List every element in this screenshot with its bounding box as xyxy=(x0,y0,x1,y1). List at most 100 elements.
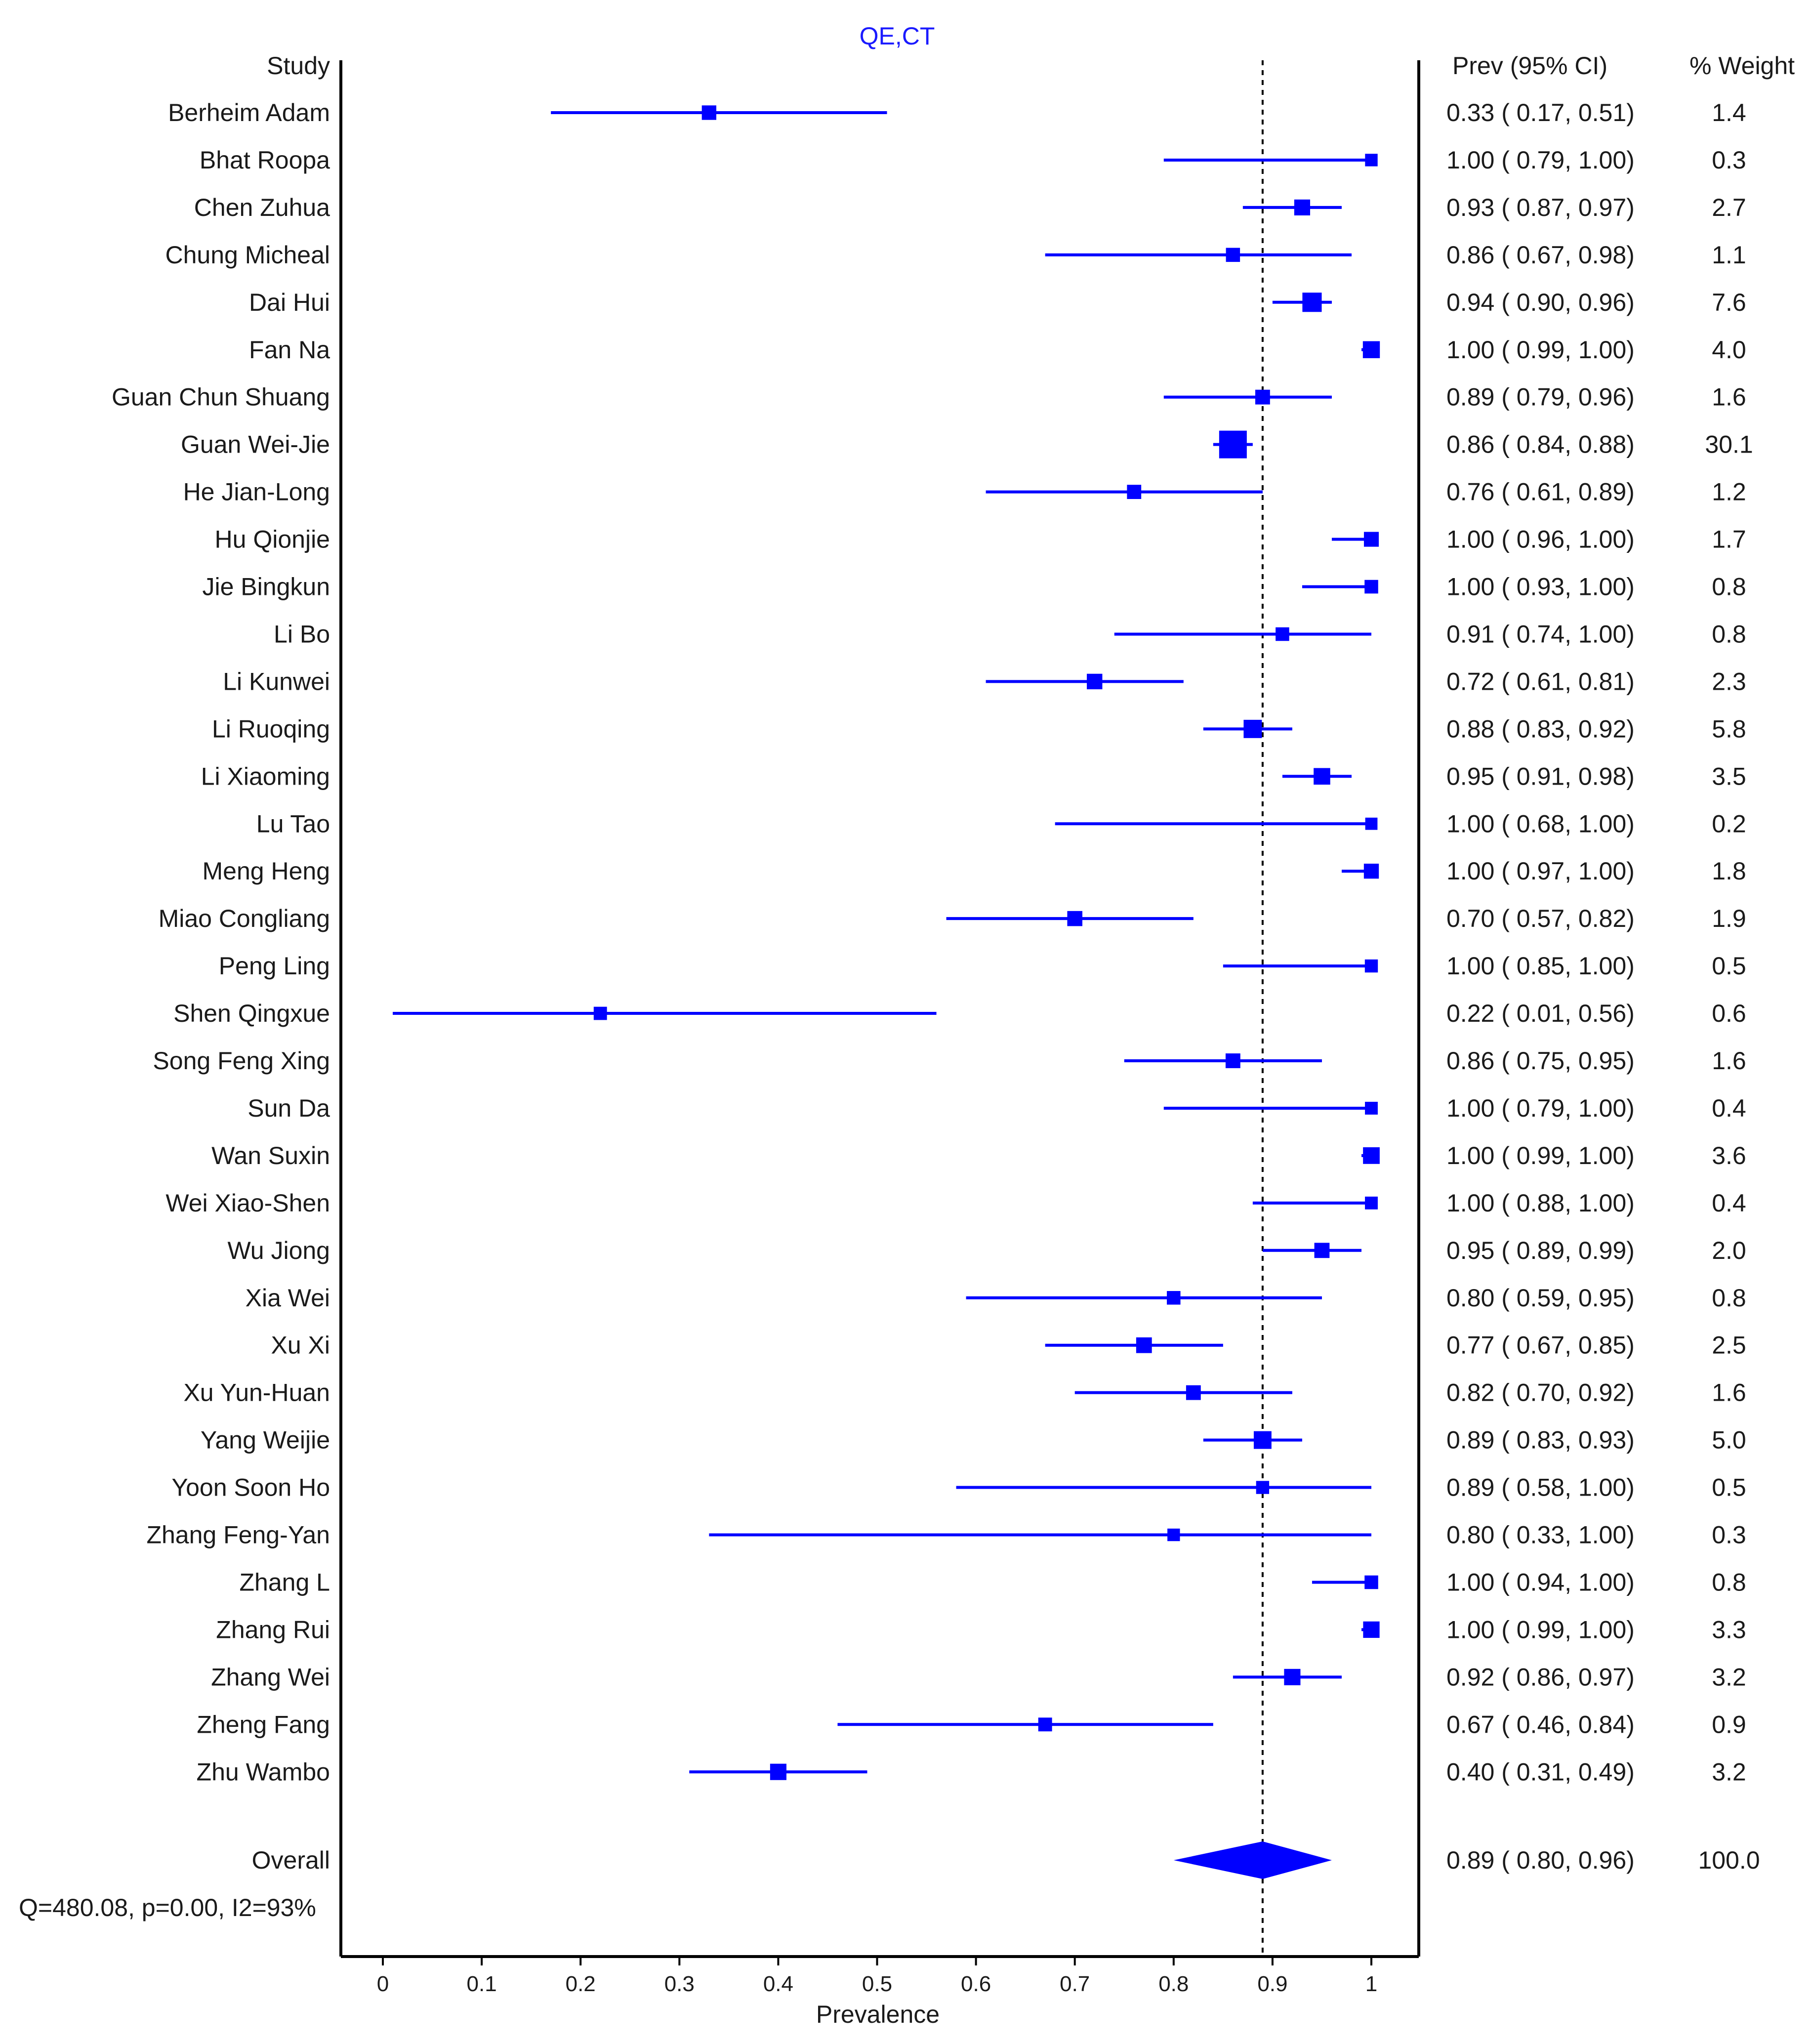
estimate-column-header: Prev (95% CI) xyxy=(1452,52,1607,80)
study-name: Zhang Wei xyxy=(211,1663,330,1691)
study-weight: 5.8 xyxy=(1712,715,1746,743)
study-weight: 1.8 xyxy=(1712,857,1746,885)
point-estimate xyxy=(1363,1621,1380,1638)
overall-weight: 100.0 xyxy=(1698,1846,1760,1874)
study-name: Zhang L xyxy=(240,1568,330,1596)
study-estimate-ci: 0.86 ( 0.67, 0.98) xyxy=(1446,241,1635,269)
study-estimate-ci: 0.82 ( 0.70, 0.92) xyxy=(1446,1379,1635,1407)
study-weight: 1.4 xyxy=(1712,99,1746,126)
overall-label: Overall xyxy=(252,1846,330,1874)
x-tick-label: 1 xyxy=(1365,1972,1377,1996)
point-estimate xyxy=(1255,389,1270,405)
point-estimate xyxy=(1363,1147,1380,1164)
point-estimate xyxy=(1167,1528,1180,1542)
study-row: Li Ruoqing 0.88 ( 0.83, 0.92) 5.8 xyxy=(212,715,1746,743)
study-weight: 0.4 xyxy=(1712,1094,1746,1122)
study-estimate-ci: 0.76 ( 0.61, 0.89) xyxy=(1446,478,1635,506)
point-estimate xyxy=(1087,673,1103,690)
study-weight: 1.6 xyxy=(1712,383,1746,411)
study-name: Xu Xi xyxy=(271,1332,330,1359)
x-tick-label: 0 xyxy=(377,1972,389,1996)
point-estimate xyxy=(1243,719,1262,738)
study-name: He Jian-Long xyxy=(183,478,330,506)
study-estimate-ci: 1.00 ( 0.88, 1.00) xyxy=(1446,1189,1635,1217)
point-estimate xyxy=(1226,248,1240,262)
study-row: Jie Bingkun 1.00 ( 0.93, 1.00) 0.8 xyxy=(203,573,1746,601)
x-axis-label: Prevalence xyxy=(816,2001,940,2028)
point-estimate xyxy=(1253,1431,1272,1449)
study-weight: 3.6 xyxy=(1712,1142,1746,1169)
x-tick-label: 0.2 xyxy=(566,1972,596,1996)
study-weight: 0.8 xyxy=(1712,620,1746,648)
study-weight: 3.5 xyxy=(1712,762,1746,790)
study-row: Li Kunwei 0.72 ( 0.61, 0.81) 2.3 xyxy=(223,667,1746,695)
study-weight: 3.2 xyxy=(1712,1758,1746,1786)
point-estimate xyxy=(1284,1669,1301,1685)
study-estimate-ci: 0.86 ( 0.84, 0.88) xyxy=(1446,431,1635,459)
study-name: Li Kunwei xyxy=(223,667,330,695)
point-estimate xyxy=(1294,199,1311,215)
x-tick-label: 0.5 xyxy=(862,1972,892,1996)
point-estimate xyxy=(1038,1717,1052,1732)
study-name: Song Feng Xing xyxy=(153,1047,330,1075)
study-name: Dai Hui xyxy=(249,289,330,316)
study-estimate-ci: 0.86 ( 0.75, 0.95) xyxy=(1446,1047,1635,1075)
study-weight: 1.1 xyxy=(1712,241,1746,269)
study-estimate-ci: 0.93 ( 0.87, 0.97) xyxy=(1446,194,1635,221)
study-name: Jie Bingkun xyxy=(203,573,330,601)
point-estimate xyxy=(1364,959,1378,973)
x-axis-ticks: 0 0.1 0.2 0.3 0.4 0.5 0.6 0.7 0.8 0.9 1 xyxy=(377,1957,1377,1996)
study-weight: 30.1 xyxy=(1705,431,1753,459)
overall-diamond xyxy=(1173,1841,1332,1879)
study-row: Berheim Adam 0.33 ( 0.17, 0.51) 1.4 xyxy=(168,99,1746,126)
point-estimate xyxy=(1362,341,1380,358)
study-weight: 4.0 xyxy=(1712,336,1746,364)
study-weight: 2.5 xyxy=(1712,1332,1746,1359)
study-name: Zhang Rui xyxy=(216,1616,330,1643)
study-estimate-ci: 0.77 ( 0.67, 0.85) xyxy=(1446,1332,1635,1359)
study-row: Zhang L 1.00 ( 0.94, 1.00) 0.8 xyxy=(240,1568,1746,1596)
study-estimate-ci: 0.89 ( 0.79, 0.96) xyxy=(1446,383,1635,411)
study-name: Meng Heng xyxy=(203,857,330,885)
study-estimate-ci: 1.00 ( 0.68, 1.00) xyxy=(1446,810,1635,837)
point-estimate xyxy=(1225,1053,1240,1068)
study-weight: 3.3 xyxy=(1712,1616,1746,1643)
point-estimate xyxy=(1167,1291,1181,1305)
chart-title: QE,CT xyxy=(860,22,935,50)
overall-row: Overall 0.89 ( 0.80, 0.96) 100.0 xyxy=(252,1841,1760,1879)
study-row: Zhang Rui 1.00 ( 0.99, 1.00) 3.3 xyxy=(216,1616,1746,1643)
point-estimate xyxy=(593,1006,607,1020)
study-estimate-ci: 0.33 ( 0.17, 0.51) xyxy=(1446,99,1635,126)
study-name: Yoon Soon Ho xyxy=(171,1474,330,1502)
study-row: Zhang Feng-Yan 0.80 ( 0.33, 1.00) 0.3 xyxy=(146,1521,1746,1549)
study-weight: 3.2 xyxy=(1712,1663,1746,1691)
study-row: Fan Na 1.00 ( 0.99, 1.00) 4.0 xyxy=(249,336,1746,364)
study-estimate-ci: 1.00 ( 0.96, 1.00) xyxy=(1446,526,1635,553)
study-row: Guan Chun Shuang 0.89 ( 0.79, 0.96) 1.6 xyxy=(112,383,1746,411)
study-name: Sun Da xyxy=(247,1094,330,1122)
study-row: Chung Micheal 0.86 ( 0.67, 0.98) 1.1 xyxy=(165,241,1746,269)
point-estimate xyxy=(770,1763,786,1780)
study-estimate-ci: 0.72 ( 0.61, 0.81) xyxy=(1446,667,1635,695)
study-name: Shen Qingxue xyxy=(173,1000,330,1027)
study-name: Chen Zuhua xyxy=(194,194,330,221)
study-weight: 2.0 xyxy=(1712,1237,1746,1264)
study-row: Xu Xi 0.77 ( 0.67, 0.85) 2.5 xyxy=(271,1332,1746,1359)
study-estimate-ci: 0.70 ( 0.57, 0.82) xyxy=(1446,905,1635,932)
point-estimate xyxy=(1136,1337,1152,1353)
study-name: Wan Suxin xyxy=(211,1142,330,1169)
study-weight: 0.5 xyxy=(1712,952,1746,980)
study-row: Li Bo 0.91 ( 0.74, 1.00) 0.8 xyxy=(274,620,1746,648)
study-row: Bhat Roopa 1.00 ( 0.79, 1.00) 0.3 xyxy=(200,146,1746,174)
point-estimate xyxy=(1186,1385,1201,1400)
point-estimate xyxy=(1067,911,1082,926)
study-estimate-ci: 0.95 ( 0.91, 0.98) xyxy=(1446,762,1635,790)
study-weight: 0.2 xyxy=(1712,810,1746,837)
study-row: Xu Yun-Huan 0.82 ( 0.70, 0.92) 1.6 xyxy=(183,1379,1746,1407)
study-name: Miao Congliang xyxy=(159,905,330,932)
point-estimate xyxy=(1276,627,1289,641)
study-row: Song Feng Xing 0.86 ( 0.75, 0.95) 1.6 xyxy=(153,1047,1746,1075)
point-estimate xyxy=(1363,864,1379,879)
study-weight: 0.5 xyxy=(1712,1474,1746,1502)
